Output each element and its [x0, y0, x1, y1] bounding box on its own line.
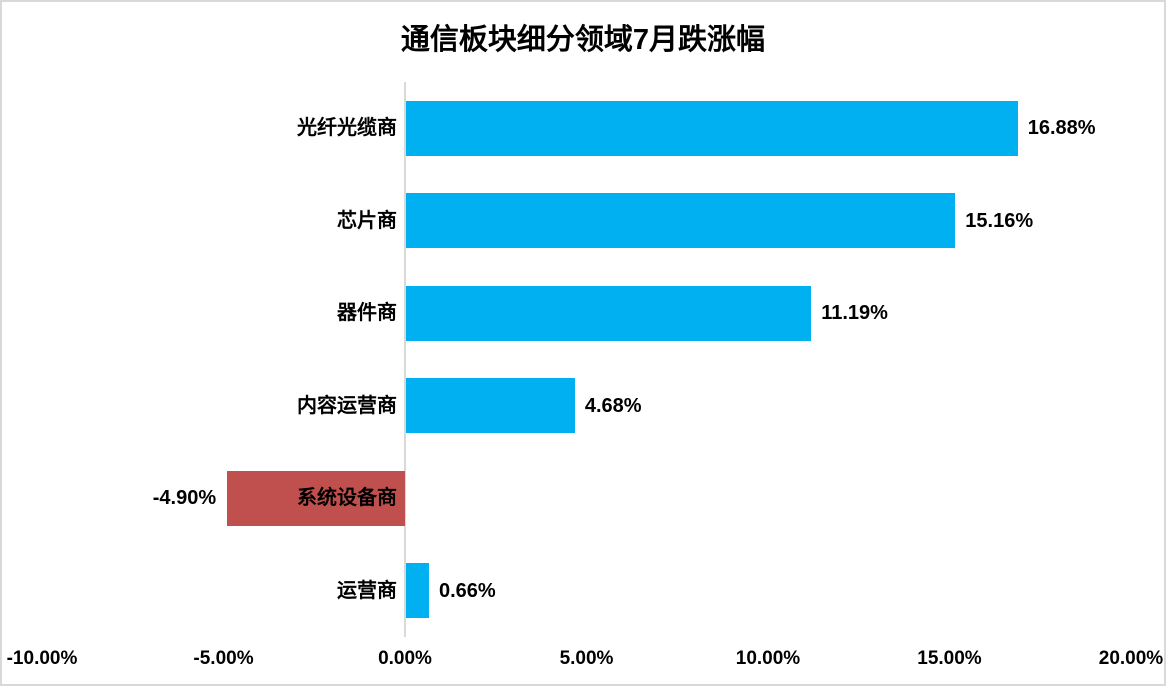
category-label: 运营商 — [337, 579, 397, 602]
x-tick-label: -5.00% — [193, 648, 254, 669]
bar-光纤光缆商 — [406, 100, 1018, 156]
category-label: 内容运营商 — [297, 394, 397, 417]
x-tick-label: 15.00% — [917, 648, 982, 669]
bar-芯片商 — [406, 193, 956, 249]
bar-器件商 — [406, 285, 812, 341]
value-label: 0.66% — [438, 579, 496, 602]
category-axis-line — [404, 82, 406, 637]
category-label: 光纤光缆商 — [297, 117, 397, 140]
x-tick-label: 5.00% — [559, 648, 614, 669]
value-label: 4.68% — [584, 394, 642, 417]
bar-系统设备商 — [227, 470, 405, 526]
x-tick-label: 0.00% — [378, 648, 432, 669]
x-tick-label: 20.00% — [1098, 648, 1164, 669]
x-tick-label: 10.00% — [735, 648, 801, 669]
category-label: 系统设备商 — [297, 487, 397, 510]
bar-运营商 — [406, 563, 429, 619]
x-tick-label: -10.00% — [6, 648, 78, 669]
chart-title: 通信板块细分领域7月跌涨幅 — [400, 24, 766, 56]
value-label: 16.88% — [1027, 117, 1096, 140]
value-label: 15.16% — [965, 209, 1034, 232]
value-label: 11.19% — [821, 302, 888, 325]
value-label: -4.90% — [152, 487, 217, 510]
category-label: 器件商 — [337, 302, 397, 325]
bar-内容运营商 — [406, 378, 575, 434]
category-label: 芯片商 — [337, 209, 397, 232]
